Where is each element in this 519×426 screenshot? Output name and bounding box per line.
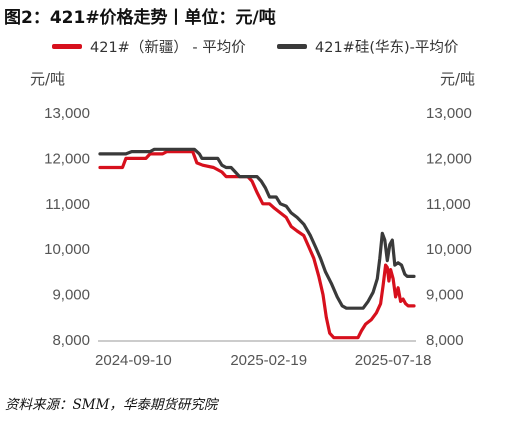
legend-item-xinjiang: 421#（新疆） - 平均价 <box>52 36 246 57</box>
y-tick-label-left: 11,000 <box>45 196 90 213</box>
source-note: 资料来源：SMM，华泰期货研究院 <box>5 397 218 413</box>
y-tick-label-right: 11,000 <box>426 196 471 213</box>
series-line-huadong <box>98 147 416 310</box>
x-tick-label: 2025-02-19 <box>230 352 307 369</box>
chart-title: 图2：421#价格走势丨单位：元/吨 <box>4 8 276 28</box>
y-tick-label-right: 8,000 <box>426 332 464 349</box>
y-tick-label-right: 9,000 <box>426 287 464 304</box>
x-tick-label: 2025-07-18 <box>355 352 432 369</box>
legend-swatch-xinjiang <box>52 44 82 49</box>
legend-label-xinjiang: 421#（新疆） - 平均价 <box>90 40 246 56</box>
y-axis-unit-left: 元/吨 <box>30 70 66 88</box>
y-tick-label-left: 12,000 <box>44 150 90 167</box>
y-axis-unit-right: 元/吨 <box>440 70 476 88</box>
y-tick-label-right: 13,000 <box>426 105 472 122</box>
y-tick-label-left: 13,000 <box>44 105 90 122</box>
legend-item-huadong: 421#硅(华东)-平均价 <box>277 36 458 57</box>
y-tick-label-left: 10,000 <box>44 241 90 258</box>
x-tick-label: 2024-09-10 <box>95 352 172 369</box>
y-tick-label-right: 10,000 <box>426 241 472 258</box>
y-tick-label-left: 8,000 <box>52 332 90 349</box>
y-tick-label-left: 9,000 <box>52 287 90 304</box>
legend-label-huadong: 421#硅(华东)-平均价 <box>315 40 459 56</box>
legend-swatch-huadong <box>277 44 307 49</box>
y-tick-label-right: 12,000 <box>426 150 472 167</box>
series-line-xinjiang <box>98 150 416 340</box>
